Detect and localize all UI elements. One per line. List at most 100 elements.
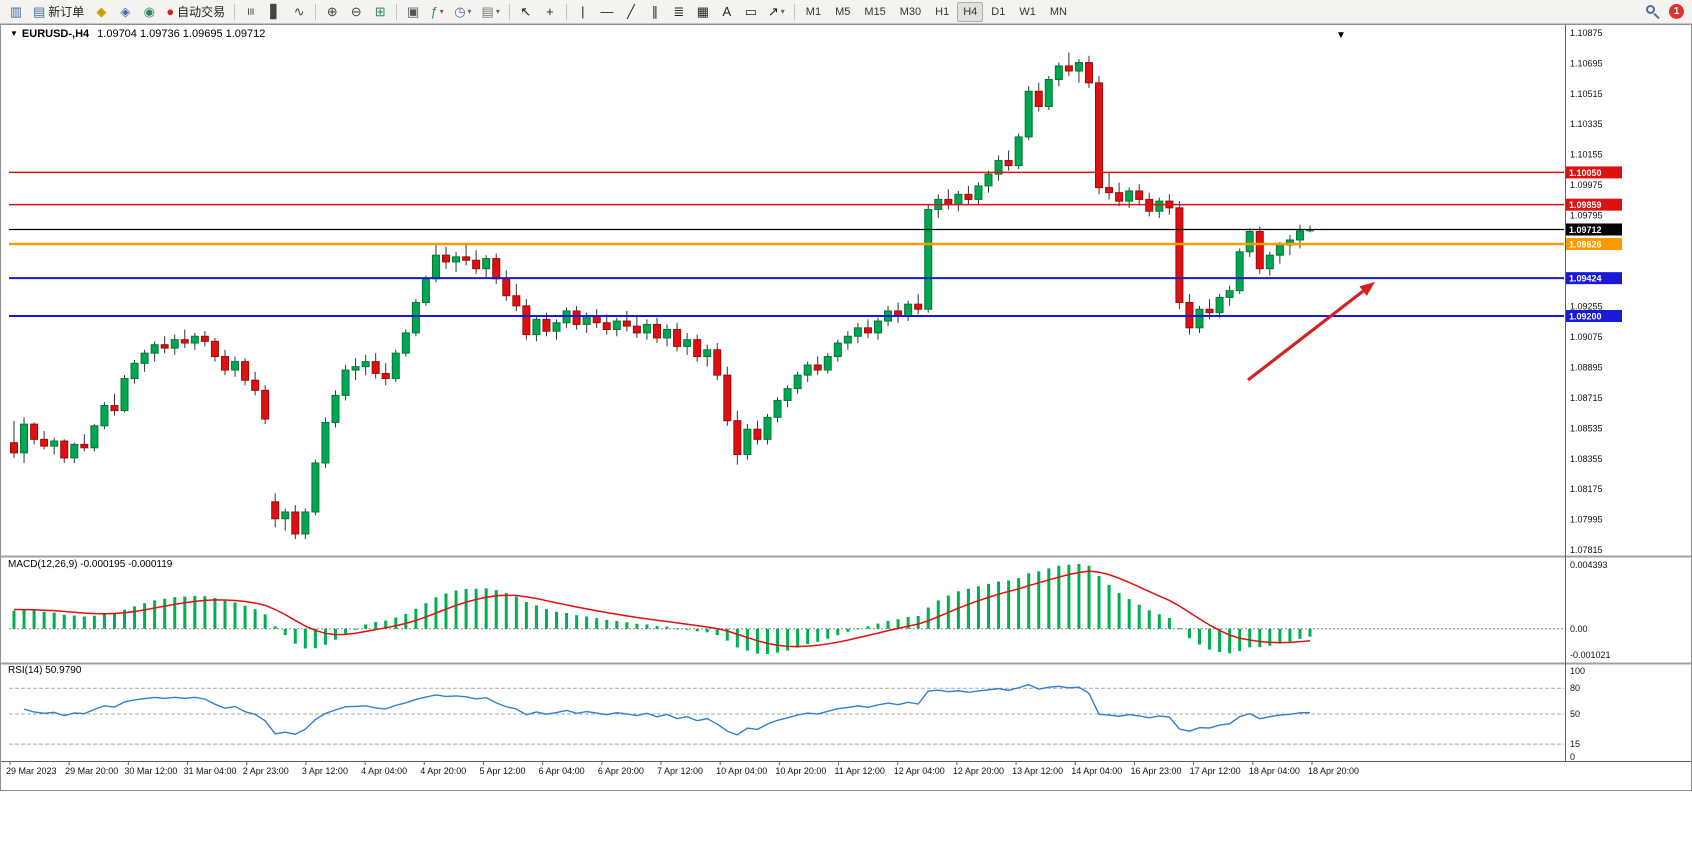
candle-body [1205,308,1214,314]
fibonacci-button[interactable]: ≣ [668,2,690,22]
price-axis-label: 1.08715 [1570,393,1603,403]
periods-button[interactable]: ◷ ▾ [450,2,475,22]
macd-axis[interactable]: 0.004393 0.00 -0.001021 [1570,560,1611,660]
timeframe-d1[interactable]: D1 [985,2,1011,22]
timeframe-m15[interactable]: M15 [858,2,891,22]
timeframe-mn[interactable]: MN [1044,2,1073,22]
arrow-object[interactable] [1247,282,1375,382]
new-window-button[interactable]: ▣ [402,2,424,22]
timeframe-mn-label: MN [1049,5,1067,18]
macd-bar [1238,628,1242,651]
macd-bar [494,590,498,629]
candle-body [401,332,410,354]
shapes-button[interactable]: ▦ [692,2,714,22]
text-label-button[interactable]: ▭ [740,2,762,22]
timeframe-m5[interactable]: M5 [829,2,856,22]
macd-bar [213,597,217,629]
macd-bar [1107,584,1111,629]
candle-body [90,425,99,449]
timeframe-m30[interactable]: M30 [894,2,927,22]
candle-body [863,327,872,334]
new-order-button[interactable]: ▤ 新订单 [29,2,88,22]
chart-shift-marker[interactable]: ▼ [1336,30,1346,41]
timeframe-h4[interactable]: H4 [957,1,984,22]
candle-body [582,315,591,325]
chevron-down-icon: ▾ [467,7,472,16]
price-axis-label: 1.08895 [1570,363,1603,373]
candle-body [1135,190,1144,200]
candle-body [1275,244,1284,256]
rsi-axis[interactable]: 100 80 50 15 0 [1570,666,1585,762]
chart-menu-icon[interactable]: ▼ [10,29,18,38]
text-label-icon: ▭ [744,4,757,19]
text-button[interactable]: A [716,2,738,22]
candle-body [964,193,973,200]
candle-body [572,310,581,325]
arrows-button[interactable]: ↗ ▾ [764,2,789,22]
macd-bar [645,624,649,629]
candle-body [1084,62,1093,84]
macd-bar [233,602,237,629]
templates-button[interactable]: ▤ ▾ [478,2,504,22]
candle-body [220,356,229,371]
rsi-axis-label: 100 [1570,666,1585,676]
price-tag-label: 1.09200 [1569,311,1602,321]
auto-trading-button[interactable]: ● 自动交易 [162,2,229,22]
candle-body [190,335,199,344]
candle-body [20,423,29,454]
candlestick-chart-button[interactable]: ▋ [264,2,286,22]
candle-body [421,278,430,303]
candlestick-chart-icon: ▋ [270,4,281,19]
macd-bar [1097,575,1101,629]
market-watch-button[interactable]: ◆ [90,2,112,22]
timeframe-w1[interactable]: W1 [1013,2,1042,22]
macd-bar [102,613,106,629]
chevron-down-icon: ▾ [495,7,500,16]
horizontal-line-button[interactable]: — [596,2,618,22]
candle-body [100,405,109,427]
candle-body [914,303,923,310]
candle-body [60,440,69,459]
new-chart-button[interactable]: ▥ [5,2,27,22]
indicators-button[interactable]: ƒ ▾ [426,2,448,22]
bar-chart-icon: ≡ [243,7,259,16]
vertical-line-button[interactable]: | [572,2,594,22]
candle-body [1295,230,1304,241]
time-label: 30 Mar 12:00 [124,766,178,776]
bar-chart-button[interactable]: ≡ [240,2,262,22]
timeframe-m1[interactable]: M1 [800,2,827,22]
time-label: 10 Apr 20:00 [775,766,827,776]
zoom-out-button[interactable]: ⊖ [345,2,367,22]
macd-bar [72,615,76,629]
crosshair-button[interactable]: + [539,2,561,22]
macd-bar [705,628,709,633]
tile-windows-button[interactable]: ⊞ [369,2,391,22]
cursor-button[interactable]: ↖ [515,2,537,22]
trendline-button[interactable]: ╱ [620,2,642,22]
candle-body [472,259,481,270]
candle-body [974,185,983,200]
channel-button[interactable]: ∥ [644,2,666,22]
macd-bar [685,628,689,630]
time-label: 6 Apr 20:00 [597,766,644,776]
timeframe-h1[interactable]: H1 [929,2,955,22]
macd-bar [414,608,418,629]
macd-bar [625,622,629,629]
search-button[interactable] [1641,2,1664,22]
macd-histogram [12,564,1312,654]
toolbar-separator [508,3,510,20]
time-axis[interactable]: 29 Mar 2023 29 Mar 20:00 30 Mar 12:00 31 Ma… [0,764,1692,782]
arrows-icon: ↗ [767,4,779,19]
data-window-button[interactable]: ◈ [114,2,136,22]
candle-body [281,511,290,520]
candle-body [904,303,913,317]
zoom-in-button[interactable]: ⊕ [321,2,343,22]
navigator-button[interactable]: ◉ [138,2,160,22]
notification-badge[interactable]: 1 [1669,4,1684,19]
macd-bar [534,605,538,629]
candle-body [843,335,852,344]
macd-bar [544,609,548,629]
line-chart-button[interactable]: ∿ [288,2,310,22]
macd-bar [655,625,659,629]
